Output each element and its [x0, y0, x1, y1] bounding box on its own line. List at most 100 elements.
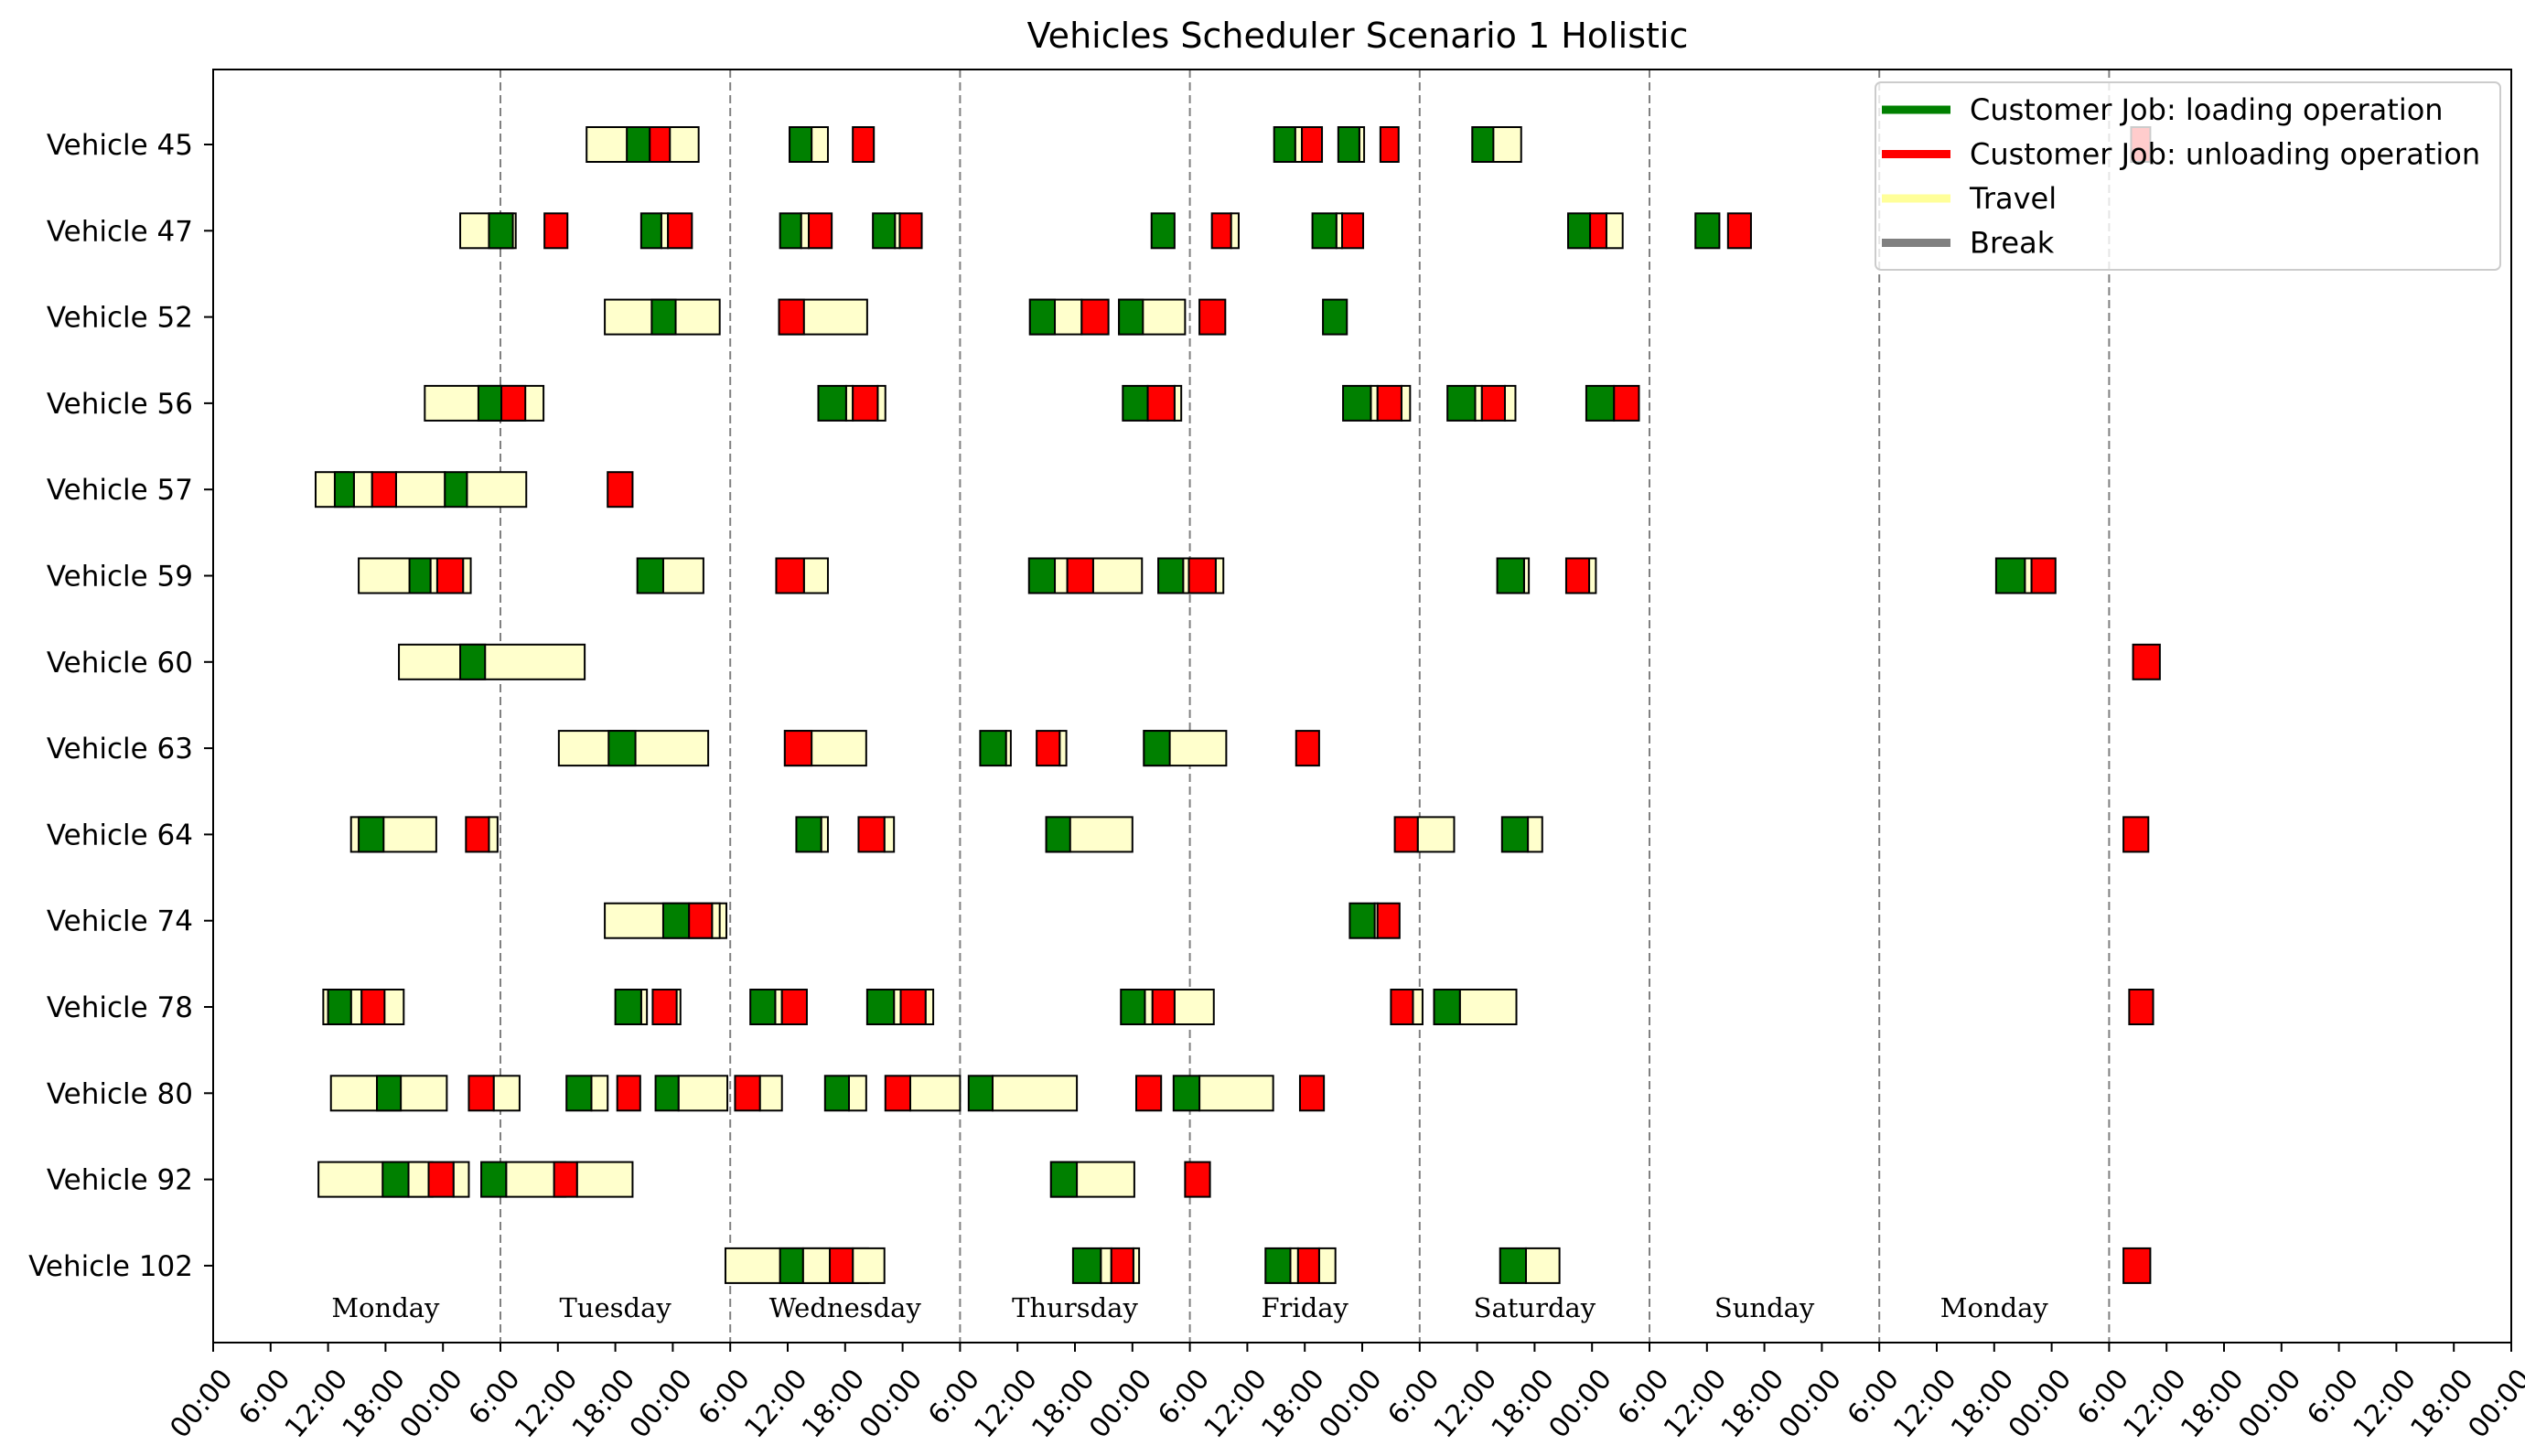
y-tick-label: Vehicle 80	[47, 1077, 193, 1110]
x-tick-label: 18:00	[1486, 1364, 1561, 1445]
travel-bar	[677, 1075, 729, 1112]
loading-bar	[1446, 384, 1477, 422]
y-tick-label: Vehicle 92	[47, 1164, 193, 1197]
loading-bar	[614, 989, 642, 1025]
loading-bar	[1027, 557, 1057, 594]
unloading-bar	[667, 212, 693, 250]
x-tick-label: 18:00	[1945, 1364, 2020, 1445]
x-tick-label: 12:00	[2348, 1364, 2423, 1445]
travel-bar	[1214, 557, 1225, 594]
unloading-bar	[852, 126, 876, 163]
unloading-bar	[1379, 126, 1400, 163]
travel-bar	[2024, 557, 2033, 594]
unloading-bar	[371, 471, 397, 509]
travel-bar	[1458, 989, 1518, 1025]
y-tick-label: Vehicle 74	[47, 905, 193, 938]
x-tick-label: 12:00	[509, 1364, 584, 1445]
travel-bar	[575, 1161, 634, 1198]
legend-label: Break	[1970, 226, 2055, 261]
loading-bar	[1322, 298, 1348, 336]
x-tick-label: 18:00	[2175, 1364, 2250, 1445]
chart-title: Vehicles Scheduler Scenario 1 Holistic	[1027, 16, 1689, 56]
x-tick-label: 00:00	[2462, 1364, 2525, 1445]
day-label: Tuesday	[559, 1292, 672, 1323]
x-tick-label: 18:00	[1255, 1364, 1330, 1445]
unloading-bar	[1110, 1247, 1134, 1284]
y-tick-label: Vehicle 45	[47, 129, 193, 162]
x-tick-label: 00:00	[1773, 1364, 1848, 1445]
loading-bar	[650, 298, 677, 336]
loading-bar	[1049, 1161, 1079, 1198]
loading-bar	[1045, 816, 1071, 853]
y-tick-label: Vehicle 59	[47, 561, 193, 594]
loading-bar	[817, 384, 847, 422]
unloading-bar	[360, 989, 386, 1025]
unloading-bar	[1146, 384, 1176, 422]
loading-bar	[565, 1075, 593, 1112]
schedule-bars	[314, 126, 2161, 1284]
unloading-bar	[808, 212, 833, 250]
x-tick-label: 00:00	[2003, 1364, 2078, 1445]
travel-bar	[876, 384, 886, 422]
x-tick-label: 18:00	[796, 1364, 871, 1445]
loading-bar	[865, 989, 896, 1025]
day-label: Thursday	[1012, 1292, 1138, 1323]
unloading-bar	[1298, 1075, 1326, 1112]
x-tick-label: 00:00	[1083, 1364, 1158, 1445]
travel-bar	[466, 471, 528, 509]
loading-bar	[1585, 384, 1616, 422]
loading-bar	[661, 902, 691, 939]
loading-bar	[967, 1075, 994, 1112]
legend-label: Customer Job: loading operation	[1970, 92, 2444, 127]
unloading-bar	[1210, 212, 1232, 250]
x-tick-label: 12:00	[279, 1364, 354, 1445]
unloading-bar	[775, 557, 805, 594]
y-tick-label: Vehicle 52	[47, 302, 193, 335]
loading-bar	[333, 471, 355, 509]
unloading-bar	[857, 816, 886, 853]
x-tick-label: 12:00	[1887, 1364, 1962, 1445]
loading-bar	[1496, 557, 1525, 594]
loading-bar	[381, 1161, 410, 1198]
loading-bar	[1120, 989, 1146, 1025]
loading-bar	[1499, 1247, 1527, 1284]
unloading-bar	[1184, 1161, 1211, 1198]
unloading-bar	[543, 212, 569, 250]
travel-bar	[844, 384, 854, 422]
legend: Customer Job: loading operation Customer …	[1875, 81, 2501, 271]
travel-bar	[1527, 816, 1543, 853]
unloading-bar	[1295, 730, 1320, 767]
x-tick-label: 00:00	[854, 1364, 929, 1445]
unloading-bar	[1187, 557, 1217, 594]
loading-bar	[654, 1075, 680, 1112]
loading-bar	[979, 730, 1007, 767]
x-tick-label: 18:00	[2404, 1364, 2479, 1445]
travel-bar	[590, 1075, 609, 1112]
unloading-bar	[884, 1075, 911, 1112]
loading-bar	[1273, 126, 1296, 163]
travel-bar	[800, 212, 811, 250]
unloading-bar	[898, 212, 923, 250]
day-label: Monday	[1940, 1292, 2049, 1323]
loading-bar	[1118, 298, 1144, 336]
travel-bar	[1173, 384, 1183, 422]
x-tick-label: 12:00	[738, 1364, 813, 1445]
unloading-bar	[1036, 730, 1061, 767]
loading-bar	[1172, 1075, 1201, 1112]
x-tick-label: 00:00	[164, 1364, 239, 1445]
travel-bar	[1412, 989, 1424, 1025]
loading-bar	[1994, 557, 2026, 594]
unloading-bar	[1301, 126, 1324, 163]
unloading-bar	[435, 557, 465, 594]
unloading-bar	[651, 989, 678, 1025]
x-tick-label: 12:00	[1428, 1364, 1503, 1445]
travel-bar	[1289, 1247, 1299, 1284]
unloading-bar	[1376, 384, 1402, 422]
travel-bar	[893, 989, 902, 1025]
travel-bar	[802, 557, 829, 594]
loading-bar	[480, 1161, 508, 1198]
travel-bar	[1100, 1247, 1112, 1284]
x-tick-label: 18:00	[337, 1364, 412, 1445]
travel-bar	[349, 989, 363, 1025]
